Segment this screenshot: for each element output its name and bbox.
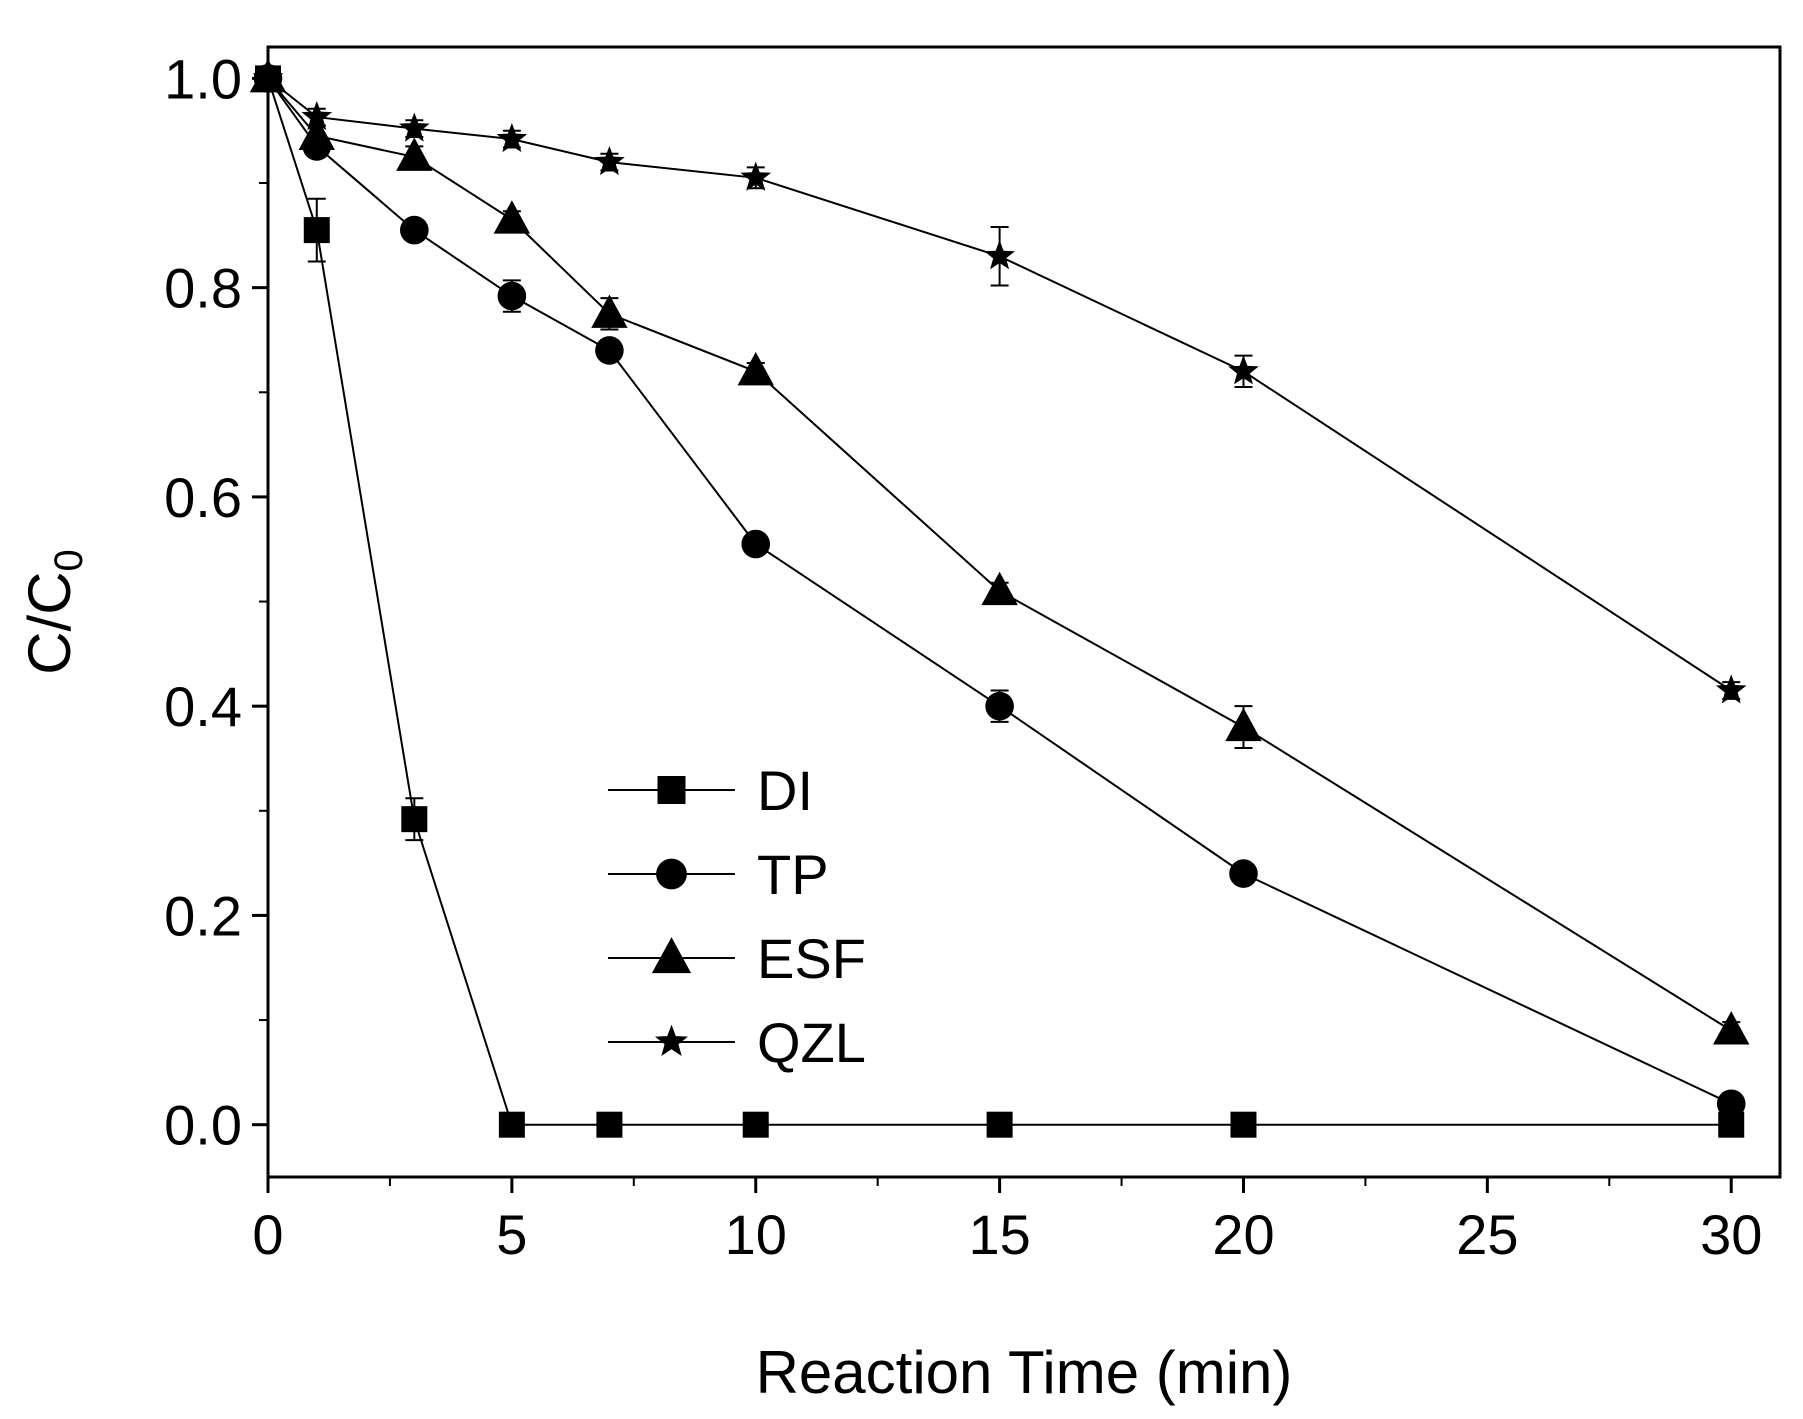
series-line-esf bbox=[267, 77, 1732, 1032]
legend-marker-esf bbox=[651, 937, 692, 974]
data-point-di bbox=[742, 1111, 769, 1138]
data-point-tp bbox=[497, 281, 527, 311]
data-point-qzl bbox=[984, 240, 1015, 270]
y-axis-title-subscript: 0 bbox=[47, 549, 91, 571]
series-markers bbox=[249, 59, 1750, 1138]
x-tick-label: 5 bbox=[496, 1203, 527, 1266]
data-point-esf bbox=[981, 571, 1018, 606]
data-point-esf bbox=[396, 137, 433, 171]
data-point-tp bbox=[595, 336, 624, 365]
x-tick-label: 30 bbox=[1700, 1203, 1762, 1266]
data-point-tp bbox=[1229, 859, 1258, 888]
data-point-esf bbox=[1713, 1011, 1750, 1045]
y-axis-title-main: C/C bbox=[16, 571, 83, 674]
legend-marker-tp bbox=[656, 858, 687, 890]
data-point-esf bbox=[737, 352, 774, 386]
data-point-tp bbox=[400, 215, 429, 245]
y-axis-title: C/C0 bbox=[16, 549, 91, 675]
legend-label-tp: TP bbox=[757, 843, 829, 906]
y-tick-label: 0.4 bbox=[164, 675, 242, 738]
legend-marker-qzl bbox=[654, 1024, 689, 1057]
x-tick-label: 20 bbox=[1212, 1203, 1274, 1266]
data-point-tp bbox=[1716, 1089, 1746, 1119]
x-tick-label: 15 bbox=[968, 1203, 1030, 1266]
data-point-qzl bbox=[252, 62, 284, 92]
y-tick-label: 0.0 bbox=[164, 1094, 242, 1157]
data-point-esf bbox=[591, 294, 628, 328]
data-point-qzl bbox=[594, 145, 625, 176]
data-point-di bbox=[596, 1111, 623, 1138]
x-tick-label: 0 bbox=[252, 1203, 283, 1266]
data-point-qzl bbox=[496, 122, 528, 153]
y-tick-label: 1.0 bbox=[164, 47, 242, 110]
axis-ticks: 0 5 10 15 20 25 30 0.0 0.2 0.4 0.6 0.8 1.0 bbox=[164, 47, 1762, 1266]
y-tick-label: 0.6 bbox=[164, 466, 242, 529]
y-tick-label: 0.8 bbox=[164, 257, 242, 320]
data-point-qzl bbox=[398, 112, 430, 142]
data-point-esf bbox=[1225, 707, 1262, 742]
data-point-esf bbox=[298, 116, 335, 150]
data-point-tp bbox=[985, 691, 1014, 721]
data-point-qzl bbox=[1228, 355, 1259, 385]
data-point-di bbox=[986, 1111, 1013, 1138]
legend-label-qzl: QZL bbox=[757, 1011, 866, 1074]
data-point-di bbox=[303, 217, 330, 244]
x-tick-label: 10 bbox=[725, 1203, 787, 1266]
data-point-qzl bbox=[1715, 674, 1747, 704]
data-point-tp bbox=[741, 529, 771, 559]
x-axis-title: Reaction Time (min) bbox=[756, 1339, 1293, 1406]
data-point-di bbox=[498, 1111, 525, 1138]
data-point-di bbox=[1230, 1111, 1257, 1138]
data-point-di bbox=[401, 806, 428, 833]
legend: DI TP ESF QZL bbox=[608, 759, 866, 1074]
legend-marker-di bbox=[657, 776, 686, 804]
y-tick-label: 0.2 bbox=[164, 884, 242, 947]
data-point-qzl bbox=[301, 100, 333, 131]
data-point-qzl bbox=[740, 161, 772, 191]
plot-frame bbox=[266, 45, 1782, 1179]
legend-label-di: DI bbox=[757, 759, 813, 822]
x-tick-label: 25 bbox=[1456, 1203, 1518, 1266]
data-point-esf bbox=[493, 200, 531, 234]
legend-label-esf: ESF bbox=[757, 927, 866, 990]
